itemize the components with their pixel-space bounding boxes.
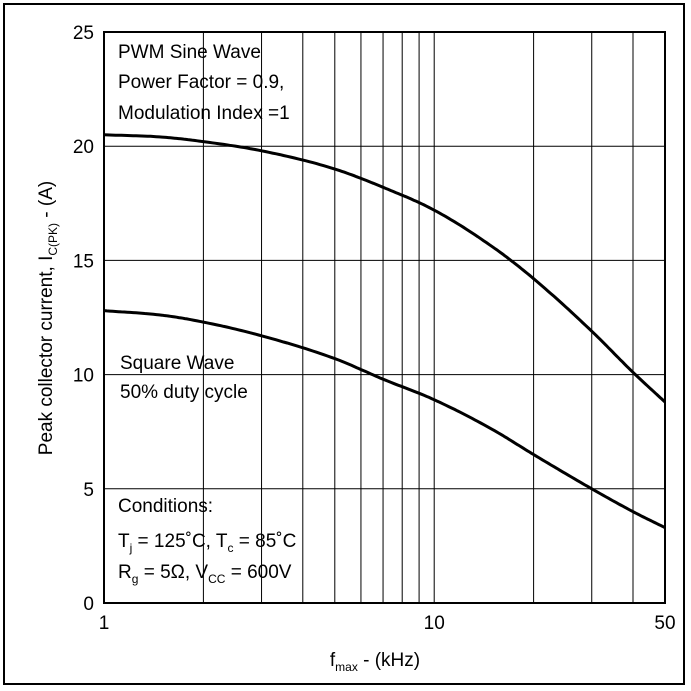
series-2-label-line-1: Square Wave (120, 353, 234, 374)
y-tick-label: 5 (83, 480, 94, 501)
conditions-temperature: Tj = 125˚C, Tc = 85˚C (118, 531, 296, 555)
grid (104, 32, 665, 603)
y-axis-label: Peak collector current, IC(PK) - (A) (36, 181, 60, 455)
conditions-title: Conditions: (118, 496, 213, 517)
y-tick-label: 10 (73, 366, 94, 387)
series-1-label-line-3: Modulation Index =1 (118, 103, 290, 124)
x-tick-label: 50 (654, 613, 675, 634)
y-tick-label: 25 (73, 23, 94, 44)
series-2-curve (103, 309, 666, 529)
series-2-label-line-2: 50% duty cycle (120, 382, 248, 403)
conditions-gate-voltage: Rg = 5Ω, VCC = 600V (118, 562, 292, 586)
series-1-label-line-2: Power Factor = 0.9, (118, 72, 284, 93)
x-tick-label: 1 (99, 613, 110, 634)
y-tick-label: 15 (73, 251, 94, 272)
plot-area-border (103, 31, 666, 604)
chart-frame (3, 3, 685, 685)
series-1-label-line-1: PWM Sine Wave (118, 42, 261, 63)
conditions-block: Conditions: Tj = 125˚C, Tc = 85˚C Rg = 5… (118, 496, 296, 586)
x-tick-label: 10 (424, 613, 445, 634)
series-1-annotation: PWM Sine Wave Power Factor = 0.9, Modula… (118, 42, 290, 124)
y-tick-label: 0 (83, 594, 94, 615)
y-tick-label: 20 (73, 137, 94, 158)
series-1-curve (103, 133, 667, 404)
x-axis-label: fmax - (kHz) (330, 650, 420, 674)
curves (103, 133, 667, 529)
series-2-annotation: Square Wave 50% duty cycle (120, 353, 248, 403)
tick-labels: 0 5 10 15 20 25 1 10 50 (73, 23, 676, 634)
